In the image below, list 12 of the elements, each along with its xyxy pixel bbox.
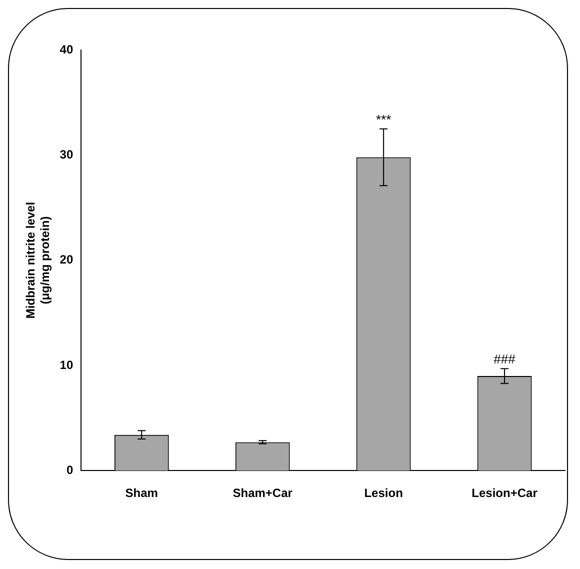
y-axis-title: Midbrain nitrite level (μg/mg protein) xyxy=(24,202,52,319)
y-tick-label: 20 xyxy=(60,252,74,267)
annotation: *** xyxy=(376,112,392,127)
y-tick-label: 40 xyxy=(60,42,74,56)
x-tick-label: Sham+Car xyxy=(232,486,293,500)
x-tick-label: Lesion xyxy=(364,486,403,500)
y-tick-label: 10 xyxy=(60,358,74,372)
y-tick-label: 0 xyxy=(66,462,74,477)
annotation: ### xyxy=(494,352,516,367)
y-tick-label: 30 xyxy=(60,147,74,162)
x-tick-label: Sham xyxy=(125,486,158,500)
x-tick-label: Lesion+Car xyxy=(472,486,538,500)
